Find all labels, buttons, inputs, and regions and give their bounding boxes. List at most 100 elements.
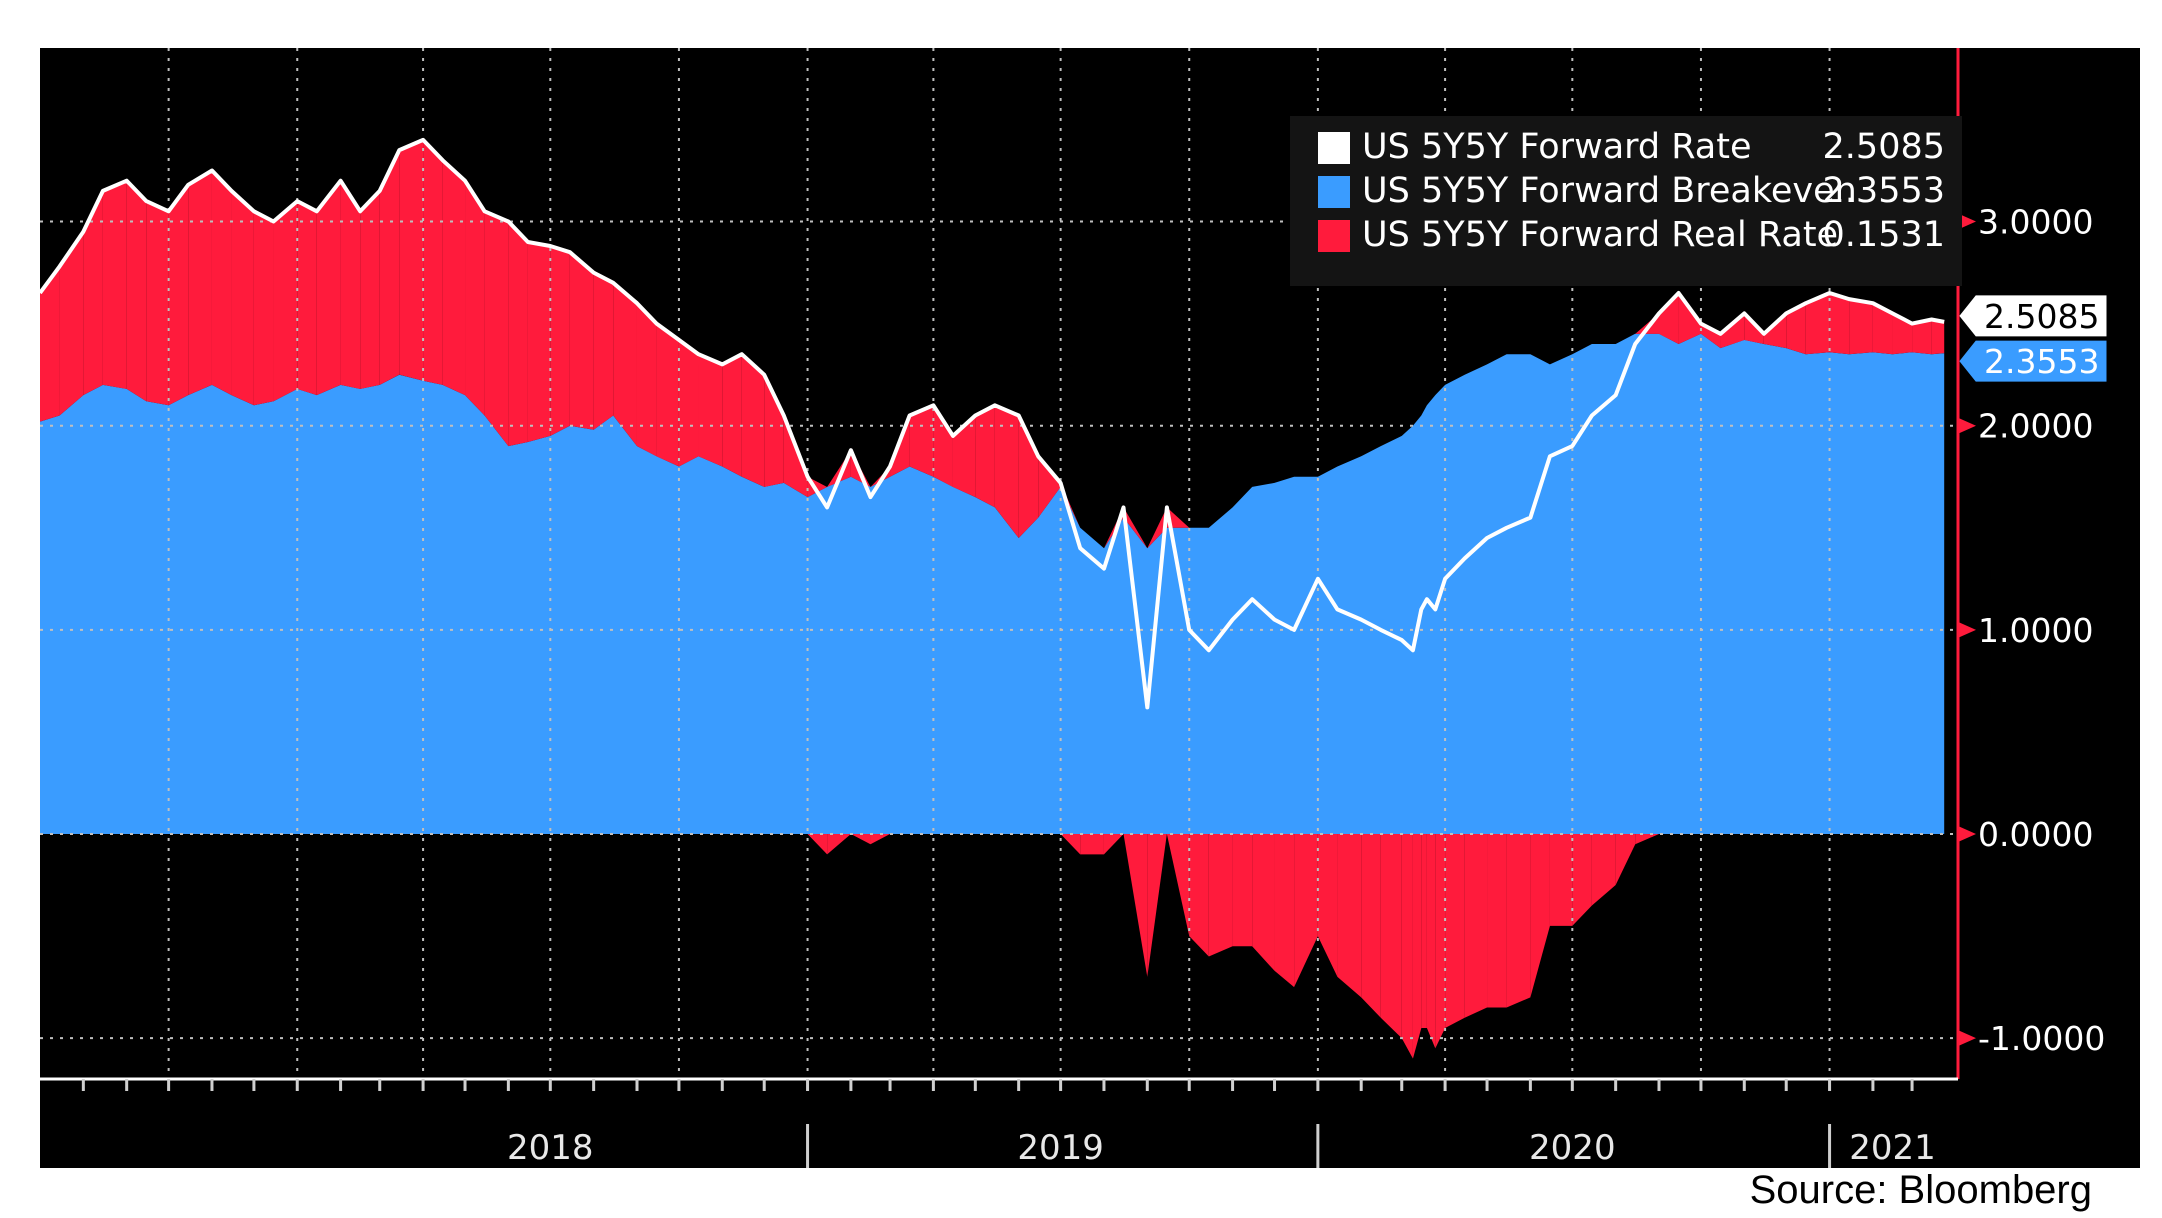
x-year-label: 2019 (1017, 1128, 1104, 1168)
real-rate-segment (870, 834, 891, 845)
real-rate-segment (952, 415, 976, 498)
legend-swatch (1318, 176, 1350, 208)
legend-series-name: US 5Y5Y Forward Breakeven (1362, 171, 1857, 211)
legend-series-name: US 5Y5Y Forward Real Rate (1362, 215, 1838, 255)
y-tick-label: 0.0000 (1978, 815, 2093, 854)
breakeven-latest-tag-value: 2.3553 (1984, 342, 2099, 381)
real-rate-segment (1252, 834, 1275, 971)
real-rate-segment (1829, 292, 1850, 355)
real-rate-segment (340, 180, 361, 389)
real-rate-segment (102, 180, 127, 389)
real-rate-segment (168, 184, 189, 406)
real-rate-segment (1445, 834, 1465, 1028)
legend-swatch (1318, 220, 1350, 252)
legend-swatch (1318, 132, 1350, 164)
real-rate-segment (484, 211, 509, 447)
real-rate-segment (1337, 834, 1362, 998)
real-rate-segment (1700, 323, 1721, 349)
real-rate-segment (994, 405, 1019, 538)
real-rate-segment (1615, 834, 1636, 886)
real-rate-segment (1274, 834, 1295, 988)
real-rate-segment (975, 405, 995, 508)
breakeven-latest-tag-shape (1959, 340, 2107, 382)
real-rate-segment (1166, 834, 1190, 937)
real-rate-segment (1421, 834, 1427, 1028)
real-rate-segment (231, 190, 254, 406)
real-rate-segment (146, 201, 169, 406)
real-rate-segment (1189, 834, 1209, 957)
legend-series-value: 2.3553 (1823, 171, 1945, 211)
legend-series-name: US 5Y5Y Forward Rate (1362, 127, 1752, 167)
source-note: Source: Bloomberg (1749, 1168, 2092, 1212)
real-rate-segment (656, 323, 679, 467)
real-rate-segment (870, 466, 891, 487)
real-rate-segment (850, 450, 871, 487)
y-tick-marker (1958, 213, 1976, 230)
real-rate-segment (59, 231, 84, 416)
real-rate-segment (1208, 834, 1233, 957)
real-rate-segment (126, 180, 147, 402)
real-rate-segment (909, 405, 934, 477)
real-rate-segment (1720, 313, 1745, 349)
real-rate-segment (1380, 834, 1402, 1039)
real-rate-segment (1763, 313, 1787, 349)
y-tick-marker (1958, 621, 1976, 638)
real-rate-segment (550, 246, 570, 436)
real-rate-segment (1659, 292, 1679, 345)
real-rate-segment (1849, 299, 1873, 355)
real-rate-segment (807, 834, 828, 855)
real-rate-segment (741, 354, 765, 487)
real-rate-segment (850, 834, 871, 845)
breakeven-area (40, 333, 1945, 835)
real-rate-segment (1080, 834, 1104, 855)
real-rate-segment (1317, 834, 1338, 977)
real-rate-segment (1912, 319, 1932, 355)
real-rate-segment (1931, 319, 1945, 355)
y-tick-label: 2.0000 (1978, 407, 2093, 446)
real-rate-segment (1572, 834, 1592, 926)
y-tick-label: 1.0000 (1978, 611, 2093, 650)
real-rate-segment (1786, 303, 1806, 355)
y-tick-label: 3.0000 (1978, 203, 2093, 242)
real-rate-segment (933, 405, 953, 487)
real-rate-segment (211, 170, 232, 396)
legend-series-value: 2.5085 (1823, 127, 1945, 167)
real-rate-segment (764, 374, 784, 487)
forward-rate-line-layer (40, 137, 1945, 710)
real-rate-segment (1232, 834, 1253, 947)
real-rate-segment (1530, 834, 1550, 998)
real-rate-segment (1892, 313, 1913, 355)
forward-rate-latest-tag-value: 2.5085 (1984, 297, 2099, 336)
real-rate-segment (722, 354, 742, 477)
real-rate-segment (1872, 303, 1893, 355)
real-rate-segment (360, 190, 380, 389)
real-rate-segment (1805, 292, 1830, 355)
real-rate-segment (569, 252, 594, 430)
forward-rate-line (40, 137, 1945, 710)
real-rate-segment (1060, 834, 1081, 855)
y-tick-label: -1.0000 (1978, 1019, 2105, 1058)
real-rate-segment (188, 170, 212, 396)
real-rate-segment (698, 354, 723, 467)
real-rate-segment (1678, 292, 1701, 345)
real-rate-segment (1635, 834, 1660, 845)
chart-frame: 3.0000 2.0000 1.0000 0.0000 -1.0000 2018 2019 2… (40, 48, 2140, 1168)
x-year-label: 2018 (507, 1128, 594, 1168)
y-tick-marker (1958, 417, 1976, 434)
real-rate-segment (1038, 456, 1061, 518)
real-rate-segment (827, 834, 851, 855)
real-rate-segment (678, 339, 699, 467)
legend-box (1290, 116, 1962, 286)
real-rate-segment (40, 266, 60, 422)
real-rate-segment (1435, 834, 1446, 1049)
real-rate-segment (527, 241, 551, 443)
chart-svg: 3.0000 2.0000 1.0000 0.0000 -1.0000 2018 2019 2… (40, 48, 2107, 1168)
real-rate-segment (1147, 507, 1167, 549)
real-rate-segment (1103, 834, 1124, 855)
real-rate-segment (442, 160, 466, 396)
real-rate-segment (1123, 834, 1148, 977)
real-rate-segment (1123, 507, 1148, 549)
real-rate-segment (613, 282, 637, 447)
axis-layer: 3.0000 2.0000 1.0000 0.0000 -1.0000 2018 2019 2… (40, 48, 2107, 1168)
